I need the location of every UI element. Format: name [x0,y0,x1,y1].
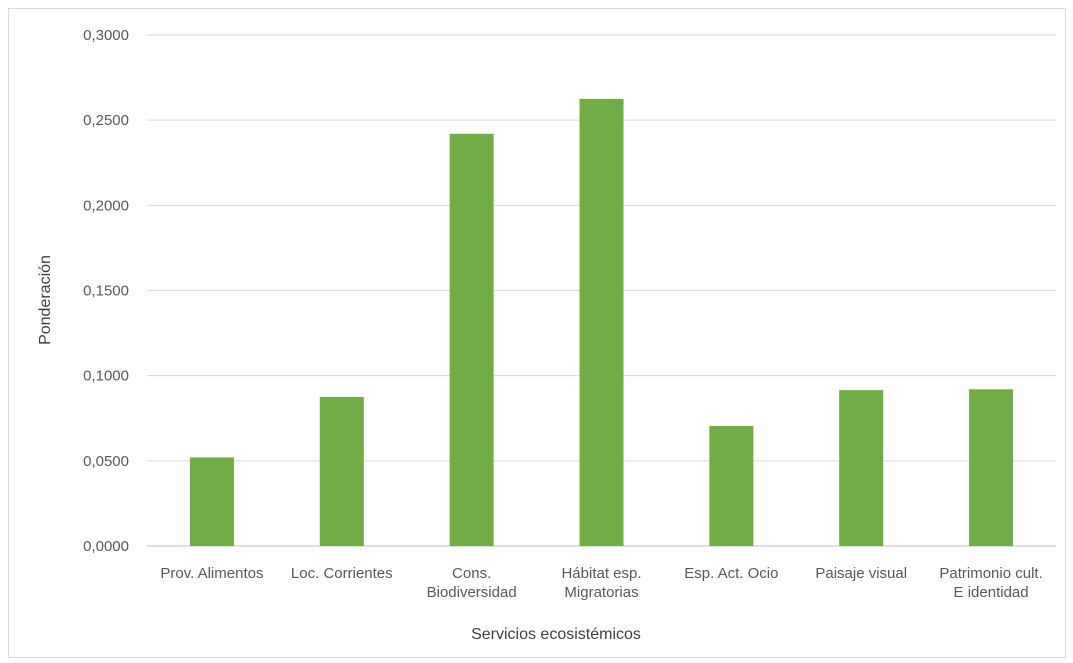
y-tick-label: 0,1500 [83,283,129,300]
bars [189,98,1014,546]
bar [839,390,884,546]
bar [969,389,1014,546]
x-tick-label: Loc. Corrientes [291,565,393,582]
y-tick-label: 0,3000 [83,27,129,44]
y-tick-label: 0,0500 [83,453,129,470]
bar [449,133,494,546]
y-tick-label: 0,2500 [83,112,129,129]
bar [579,98,624,546]
y-tick-labels: 0,0000 0,0500 0,1000 0,1500 0,2000 0,2500 0,30… [83,27,129,555]
bar [709,425,754,546]
y-tick-label: 0,1000 [83,368,129,385]
x-tick-label: Paisaje visual [815,565,907,582]
x-axis-title: Servicios ecosistémicos [471,626,641,643]
y-axis-title: Ponderación [37,255,54,345]
x-tick-label: Esp. Act. Ocio [684,565,778,582]
x-tick-label: Hábitat esp. Migratorias [561,565,641,601]
x-tick-label: Patrimonio cult. E identidad [939,565,1042,601]
bar [319,396,364,546]
x-tick-labels: Prov. Alimentos Loc. Corrientes Cons. Biodi… [160,565,1042,601]
y-tick-label: 0,2000 [83,197,129,214]
x-tick-label: Cons. Biodiversidad [427,565,517,601]
x-tick-label: Prov. Alimentos [160,565,263,582]
y-tick-label: 0,0000 [83,538,129,555]
chart-frame [8,8,1066,658]
bar [189,457,234,546]
